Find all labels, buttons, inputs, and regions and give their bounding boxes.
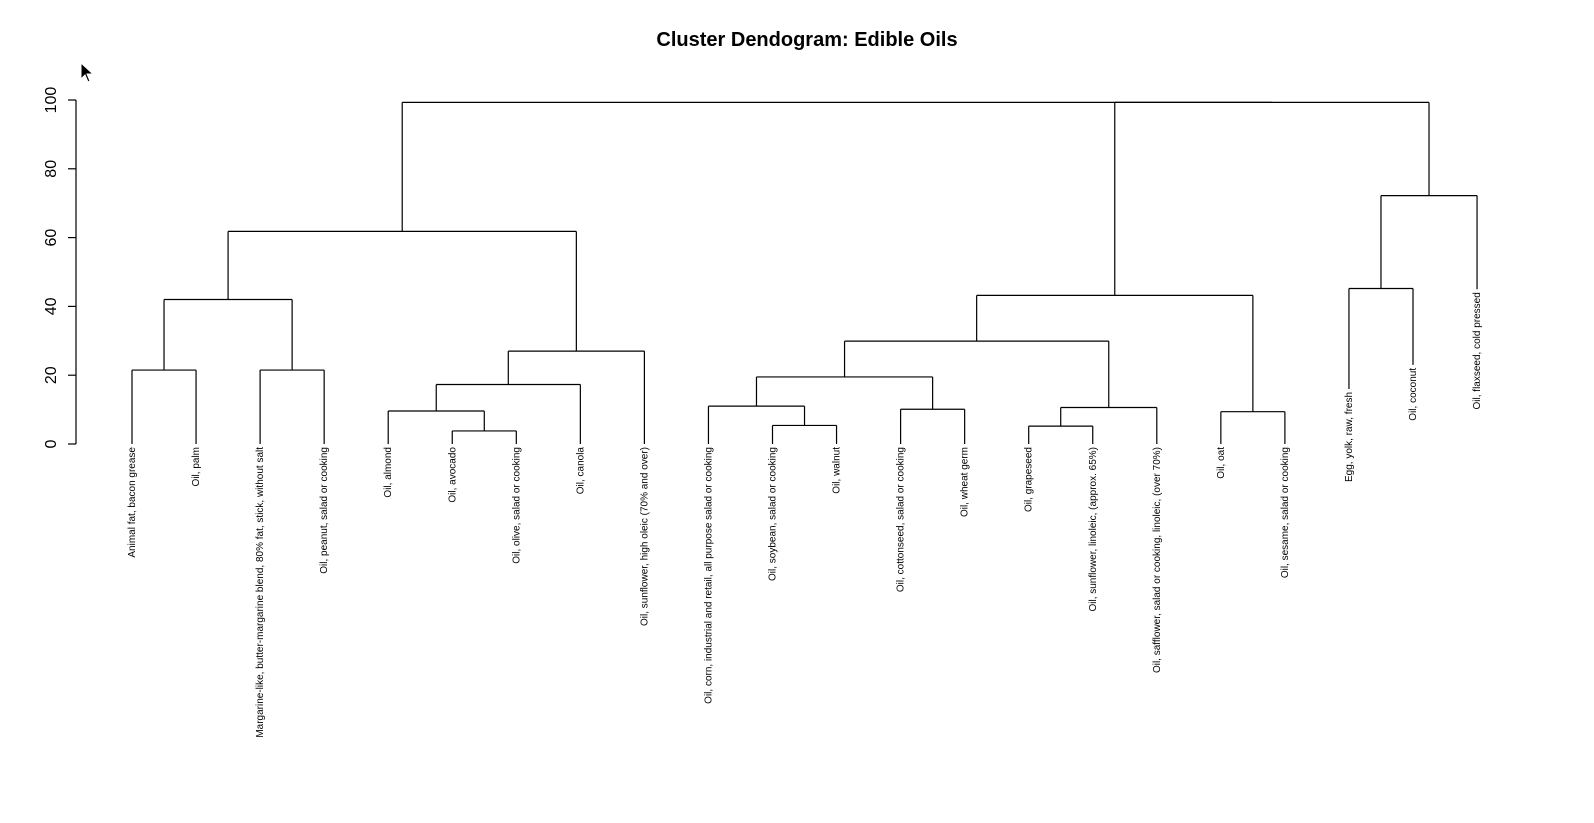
y-tick-label: 0 <box>43 439 60 448</box>
leaf-label: Oil, soybean, salad or cooking <box>768 447 779 581</box>
leaf-label: Oil, sesame, salad or cooking <box>1280 447 1291 578</box>
y-tick-label: 60 <box>43 229 60 247</box>
leaf-labels: Animal fat, bacon grease Oil, palm Margari… <box>127 292 1483 737</box>
leaf-label: Oil, coconut <box>1408 368 1419 421</box>
leaf-label: Oil, sunflower, high oleic (70% and over… <box>639 447 650 626</box>
leaf-label: Oil, oat <box>1216 447 1227 479</box>
leaf-label: Egg, yolk, raw, fresh <box>1344 392 1355 482</box>
leaf-label: Oil, sunflower, linoleic, (approx. 65%) <box>1088 447 1099 612</box>
leaf-label: Oil, olive, salad or cooking <box>511 447 522 564</box>
leaf-label: Oil, safflower, salad or cooking, linole… <box>1152 447 1163 673</box>
y-tick-label: 100 <box>43 87 60 114</box>
leaf-label: Oil, almond <box>383 447 394 498</box>
leaf-label: Margarine-like, butter-margarine blend, … <box>255 447 266 738</box>
chart-title: Cluster Dendogram: Edible Oils <box>656 29 957 51</box>
leaf-label: Oil, avocado <box>447 447 458 503</box>
y-tick-label: 20 <box>43 366 60 384</box>
leaf-label: Oil, canola <box>575 447 586 495</box>
dendrogram-links <box>131 101 1478 444</box>
mouse-cursor-icon <box>80 62 95 83</box>
leaf-label: Oil, corn, industrial and retail, all pu… <box>703 447 714 704</box>
y-tick-label: 40 <box>43 297 60 315</box>
y-tick-label: 80 <box>43 160 60 178</box>
leaf-label: Animal fat, bacon grease <box>127 447 138 558</box>
y-axis-ticks: 0 20 40 60 80 100 <box>43 87 76 448</box>
leaf-label: Oil, cottonseed, salad or cooking <box>896 447 907 592</box>
leaf-label: Oil, walnut <box>832 447 843 494</box>
leaf-label: Oil, palm <box>191 447 202 486</box>
leaf-label: Oil, grapeseed <box>1024 447 1035 512</box>
leaf-label: Oil, peanut, salad or cooking <box>319 447 330 574</box>
leaf-label: Oil, wheat germ <box>960 447 971 517</box>
leaf-label: Oil, flaxseed, cold pressed <box>1472 292 1483 409</box>
